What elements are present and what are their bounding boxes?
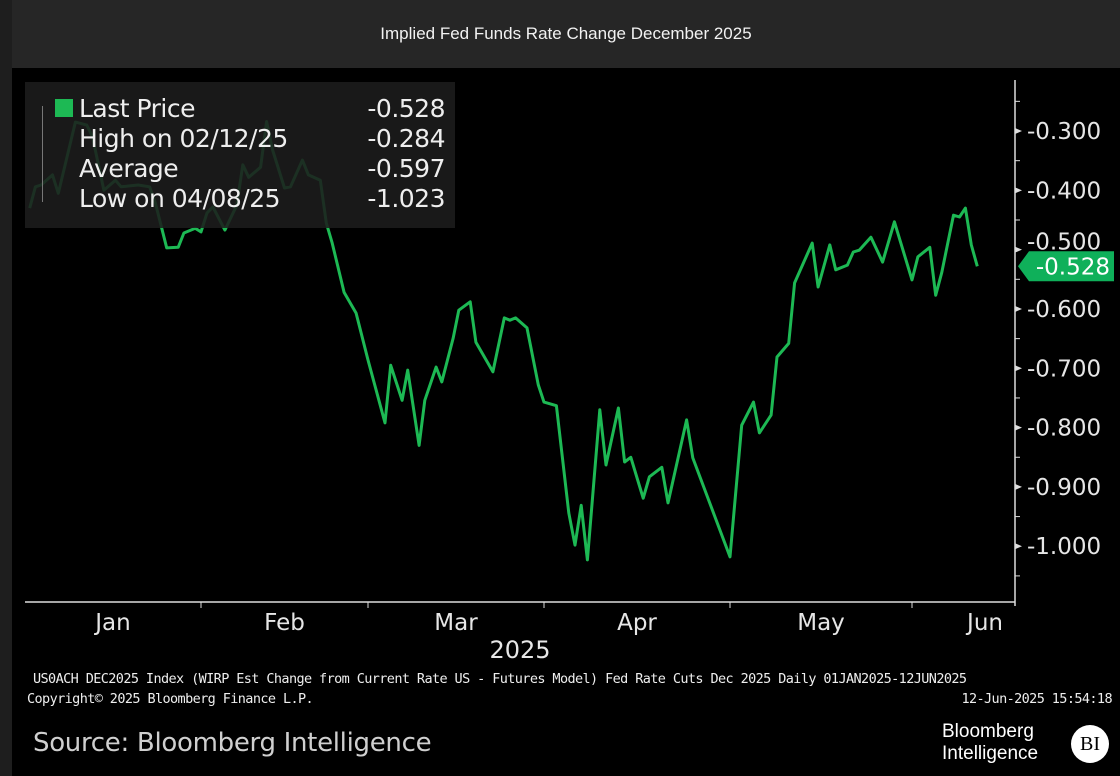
x-tick-label: Feb: [264, 610, 305, 636]
x-axis-label: 2025: [489, 636, 550, 664]
legend-swatch-icon: [55, 99, 73, 117]
axes: -0.300 -0.400 -0.500 -0.600 -0.700 -0.800 -0.9…: [25, 80, 1101, 664]
legend-value: -0.597: [367, 154, 445, 183]
legend-item-high: High on 02/12/25 -0.284: [79, 124, 445, 154]
y-tick-label: -0.900: [1027, 475, 1101, 501]
last-price-tag-shape: [1018, 251, 1114, 282]
footer-description: US0ACH DEC2025 Index (WIRP Est Change fr…: [33, 671, 967, 687]
legend-tree-line: [42, 106, 44, 202]
legend-label: Average: [79, 154, 179, 183]
logo-line: Intelligence: [942, 743, 1039, 764]
y-tick-mark: [1015, 128, 1022, 135]
y-tick-label: -0.500: [1027, 229, 1101, 255]
y-tick-label: -0.700: [1027, 356, 1101, 382]
series-line-last-price: [28, 120, 979, 562]
x-tick-label: Mar: [434, 610, 478, 636]
y-tick-label: -0.800: [1027, 416, 1101, 442]
bloomberg-intelligence-logo: Bloomberg Intelligence: [942, 721, 1038, 765]
chart-title: Implied Fed Funds Rate Change December 2…: [380, 24, 752, 43]
legend-label: Low on 04/08/25: [79, 184, 281, 213]
legend-item-last-price: Last Price -0.528: [79, 94, 445, 124]
bi-badge-icon: BI: [1071, 725, 1109, 763]
y-tick-label: -0.300: [1027, 119, 1101, 145]
y-tick-mark: [1015, 483, 1022, 490]
legend-item-average: Average -0.597: [79, 154, 445, 184]
legend-label: Last Price: [79, 94, 196, 123]
series-group: [28, 120, 979, 562]
source-note: Source: Bloomberg Intelligence: [33, 728, 432, 758]
left-frame: [0, 0, 12, 776]
logo-line: Bloomberg: [942, 721, 1034, 742]
y-tick-mark: [1015, 365, 1022, 372]
legend-label: High on 02/12/25: [79, 124, 288, 153]
footer-copyright: Copyright© 2025 Bloomberg Finance L.P.: [27, 691, 314, 707]
legend-item-low: Low on 04/08/25 -1.023: [79, 184, 445, 214]
legend-value: -0.528: [367, 94, 445, 123]
last-price-tag: -0.528: [1018, 251, 1114, 282]
x-tick-label: Jun: [965, 610, 1003, 636]
y-tick-mark: [1015, 187, 1022, 194]
y-tick-label: -1.000: [1027, 534, 1101, 560]
x-tick-label: May: [797, 610, 845, 636]
y-tick-label: -0.400: [1027, 178, 1101, 204]
y-tick-label: -0.600: [1027, 297, 1101, 323]
last-price-tag-label: -0.528: [1036, 254, 1110, 280]
x-tick-label: Apr: [617, 610, 657, 636]
legend-value: -1.023: [367, 184, 445, 213]
y-tick-mark: [1015, 424, 1022, 431]
chart-title-bar: Implied Fed Funds Rate Change December 2…: [12, 0, 1120, 68]
y-tick-mark: [1015, 246, 1022, 253]
y-tick-mark: [1015, 543, 1022, 550]
x-tick-label: Jan: [93, 610, 130, 636]
footer-timestamp: 12-Jun-2025 15:54:18: [961, 691, 1112, 707]
y-tick-mark: [1015, 305, 1022, 312]
legend[interactable]: Last Price -0.528 High on 02/12/25 -0.28…: [25, 82, 455, 228]
legend-value: -0.284: [367, 124, 445, 153]
